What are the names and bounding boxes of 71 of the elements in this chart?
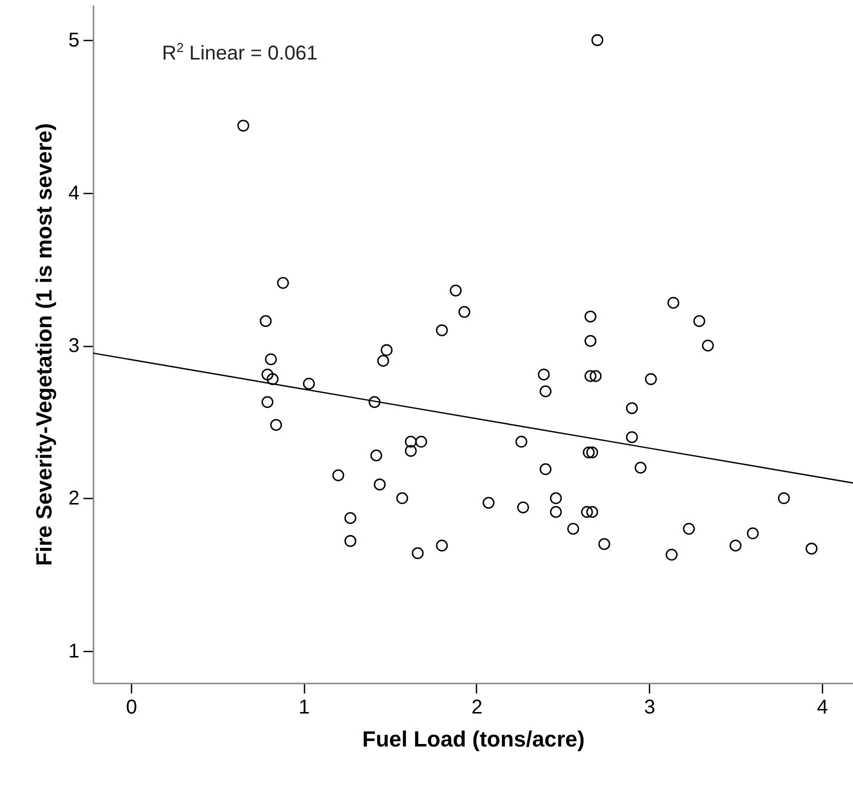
y-tick-label: 4 — [68, 182, 80, 204]
point — [626, 431, 638, 444]
point — [374, 478, 386, 490]
x-tick-label: 1 — [298, 696, 310, 718]
point — [644, 373, 657, 386]
point — [404, 436, 417, 448]
point — [598, 538, 610, 550]
point — [586, 506, 598, 518]
point — [302, 378, 315, 390]
point — [584, 370, 596, 382]
point — [368, 396, 380, 408]
point — [412, 547, 424, 560]
point — [540, 385, 552, 398]
point — [730, 540, 742, 552]
x-tick-label: 0 — [126, 696, 138, 718]
point — [693, 315, 706, 328]
point — [436, 324, 448, 336]
point — [517, 501, 530, 514]
point — [482, 496, 494, 509]
point — [237, 120, 250, 132]
point — [262, 368, 274, 380]
y-axis-title: Fire Severity-Vegetation (1 is most severe) — [31, 123, 56, 566]
point — [778, 492, 790, 504]
point — [262, 396, 274, 408]
point — [266, 373, 279, 386]
point — [682, 522, 695, 535]
point — [667, 296, 680, 309]
point — [415, 436, 428, 448]
point — [666, 548, 678, 561]
point — [344, 535, 356, 547]
point — [377, 354, 390, 367]
annotation: R$^{2}$ Linear = 0.061 — [162, 40, 318, 66]
y-tick-label: 5 — [68, 30, 80, 52]
point — [380, 344, 393, 356]
point — [538, 368, 550, 380]
point — [450, 284, 462, 296]
point — [550, 492, 562, 504]
y-tick-label: 2 — [68, 488, 80, 510]
point — [591, 34, 604, 46]
point — [590, 370, 602, 382]
point — [515, 436, 528, 448]
point — [396, 492, 408, 504]
point — [404, 444, 417, 457]
x-tick-label: 4 — [816, 696, 828, 718]
x-tick-label: 3 — [644, 696, 656, 718]
y-tick-label: 1 — [68, 640, 80, 662]
point — [702, 340, 714, 352]
point — [540, 463, 552, 476]
point — [277, 276, 289, 289]
point — [567, 522, 580, 535]
point — [264, 353, 277, 366]
point — [634, 462, 646, 474]
point — [581, 506, 593, 518]
point — [344, 512, 356, 524]
point — [550, 506, 562, 518]
point — [806, 542, 818, 555]
x-axis-title: Fuel Load (tons/acre) — [362, 726, 585, 752]
point — [584, 335, 596, 347]
point — [584, 310, 596, 322]
x-tick-label: 2 — [471, 696, 483, 718]
point — [586, 446, 598, 458]
point — [270, 419, 282, 431]
point — [436, 540, 448, 552]
point — [582, 446, 595, 458]
point — [332, 469, 344, 482]
point — [370, 450, 382, 462]
point — [746, 527, 759, 540]
y-tick-label: 3 — [68, 335, 80, 358]
point — [458, 306, 470, 318]
point — [626, 402, 638, 414]
point — [260, 315, 272, 328]
